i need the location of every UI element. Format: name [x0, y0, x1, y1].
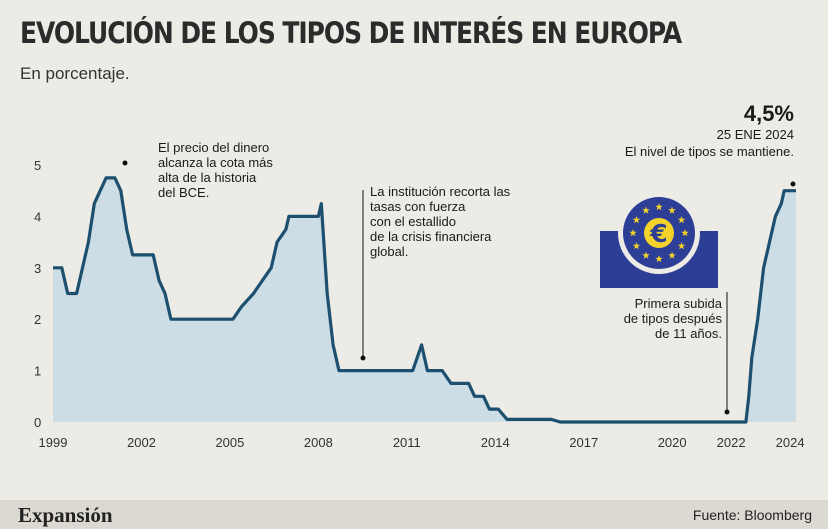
annotation-dot [724, 409, 730, 415]
rate-area [53, 177, 796, 422]
annotation-line: El precio del dinero [158, 140, 270, 155]
annotation-line: con el estallido [370, 214, 456, 229]
annotation-line: global. [370, 244, 409, 259]
annotation-line: tasas con fuerza [370, 199, 466, 214]
x-tick-label: 2014 [481, 435, 510, 450]
annotation-line: de 11 años. [655, 326, 722, 341]
annotation-first-hike: Primera subida de tipos después de 11 añ… [624, 296, 722, 341]
star-icon [642, 206, 650, 214]
footer-bar [0, 500, 828, 529]
peak-note: El nivel de tipos se mantiene. [624, 144, 794, 159]
annotation-peak-2000: El precio del dinero alcanza la cota más… [158, 140, 273, 200]
star-icon [681, 229, 689, 237]
star-icon [655, 255, 663, 263]
x-tick-label: 2002 [127, 435, 156, 450]
chart-title: EVOLUCIÓN DE LOS TIPOS DE INTERÉS EN EUR… [20, 16, 682, 50]
star-icon [632, 216, 641, 224]
x-tick-label: 2024 [776, 435, 805, 450]
x-tick-label: 2020 [658, 435, 687, 450]
x-tick-label: 2008 [304, 435, 333, 450]
annotation-line: Primera subida [634, 296, 722, 311]
annotation-dot [122, 160, 128, 166]
x-tick-label: 2005 [215, 435, 244, 450]
annotation-line: de tipos después [623, 311, 722, 326]
y-tick-label: 5 [34, 158, 41, 173]
x-tick-label: 1999 [39, 435, 68, 450]
y-tick-label: 3 [34, 261, 41, 276]
star-icon [642, 251, 650, 259]
y-tick-label: 2 [34, 312, 41, 327]
annotation-line: La institución recorta las [370, 184, 511, 199]
rate-chart: 0 1 2 3 4 5 1999 2002 2005 2008 2011 2014 2017 2020 2… [34, 158, 805, 450]
annotation-dot [790, 181, 796, 187]
x-tick-label: 2022 [717, 435, 746, 450]
star-icon [677, 216, 686, 224]
star-icon [655, 203, 663, 211]
star-icon [629, 229, 637, 237]
annotation-line: alta de la historia [158, 170, 257, 185]
y-tick-label: 4 [34, 209, 41, 224]
annotation-line: alcanza la cota más [158, 155, 273, 170]
star-icon [668, 206, 676, 214]
peak-date: 25 ENE 2024 [716, 127, 794, 142]
star-icon [668, 251, 676, 259]
annotation-current-level: 4,5% 25 ENE 2024 El nivel de tipos se ma… [625, 101, 794, 160]
ecb-logo-icon: € [600, 192, 718, 288]
y-tick-label: 0 [34, 415, 41, 430]
brand-logo: Expansión [18, 503, 113, 527]
star-icon [677, 242, 686, 250]
annotation-line: de la crisis financiera [370, 229, 492, 244]
annotation-line: del BCE. [158, 185, 210, 200]
peak-value: 4,5% [743, 101, 794, 126]
source-note: Fuente: Bloomberg [692, 507, 812, 523]
chart-subtitle: En porcentaje. [20, 64, 130, 83]
star-icon [632, 242, 641, 250]
annotation-crisis-cut: La institución recorta las tasas con fue… [370, 184, 510, 259]
y-tick-label: 1 [34, 364, 41, 379]
x-tick-label: 2011 [393, 435, 421, 450]
svg-text:€: € [649, 219, 667, 248]
annotation-dot [360, 355, 366, 361]
x-tick-label: 2017 [569, 435, 598, 450]
rate-line [53, 176, 796, 424]
